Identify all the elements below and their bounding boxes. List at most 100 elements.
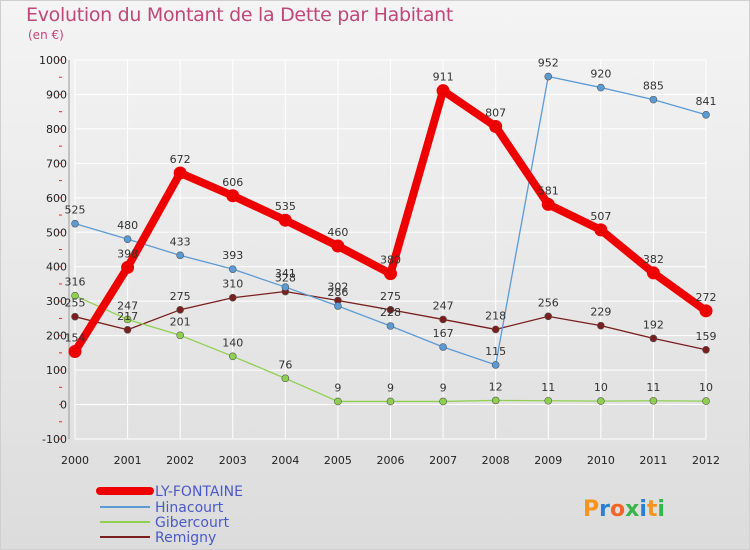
data-point-remigny xyxy=(176,305,184,314)
data-point-remigny xyxy=(439,315,447,324)
chart-subtitle: (en €) xyxy=(28,28,64,42)
data-point-ly-fontaine xyxy=(541,197,555,211)
data-point-gibercourt xyxy=(544,396,553,405)
legend-label-gibercourt: Gibercourt xyxy=(155,515,230,531)
data-point-remigny xyxy=(71,312,79,321)
data-point-ly-fontaine xyxy=(594,223,608,237)
data-point-gibercourt xyxy=(491,396,500,405)
data-label-gibercourt: 247 xyxy=(117,299,138,312)
y-tick-label: 800 xyxy=(46,123,67,136)
data-label-ly-fontaine: 272 xyxy=(696,291,717,304)
data-label-ly-fontaine: 606 xyxy=(222,176,243,189)
data-point-ly-fontaine xyxy=(68,344,82,358)
data-label-hinacourt: 920 xyxy=(590,68,611,81)
data-label-gibercourt: 11 xyxy=(646,381,660,394)
data-point-remigny xyxy=(123,325,132,334)
y-tick-label: 500 xyxy=(46,226,67,239)
data-point-remigny xyxy=(544,312,553,321)
y-tick-label: -100 xyxy=(42,433,67,446)
data-point-remigny xyxy=(597,321,605,330)
x-tick-label: 2000 xyxy=(61,454,89,467)
legend-label-remigny: Remigny xyxy=(155,530,216,546)
y-tick-label: 600 xyxy=(46,192,67,205)
data-label-remigny: 328 xyxy=(275,272,296,285)
data-label-ly-fontaine: 154 xyxy=(65,331,86,344)
data-point-hinacourt xyxy=(702,110,710,119)
y-tick-label: 1000 xyxy=(39,54,67,67)
x-tick-label: 2005 xyxy=(324,454,352,467)
x-tick-label: 2004 xyxy=(271,454,299,467)
data-label-remigny: 310 xyxy=(222,278,243,291)
x-tick-label: 2006 xyxy=(377,454,405,467)
data-point-gibercourt xyxy=(702,397,710,405)
data-point-gibercourt xyxy=(386,397,395,406)
data-point-ly-fontaine xyxy=(278,213,292,227)
y-tick-label: 0 xyxy=(60,399,67,412)
data-point-gibercourt xyxy=(123,315,132,324)
y-tick-label: 300 xyxy=(46,295,67,308)
data-point-remigny xyxy=(491,325,500,334)
data-label-gibercourt: 9 xyxy=(440,381,447,394)
data-label-hinacourt: 393 xyxy=(222,249,243,262)
data-label-remigny: 229 xyxy=(590,306,611,319)
data-label-gibercourt: 10 xyxy=(699,381,713,394)
y-tick-label: 700 xyxy=(46,157,67,170)
legend-item-ly-fontaine: LY-FONTAINE xyxy=(96,484,243,500)
data-label-hinacourt: 286 xyxy=(327,286,348,299)
data-point-remigny xyxy=(702,345,710,354)
data-point-hinacourt xyxy=(71,219,79,228)
data-point-ly-fontaine xyxy=(384,267,397,281)
data-point-ly-fontaine xyxy=(646,266,660,280)
x-tick-label: 2009 xyxy=(534,454,562,467)
data-label-remigny: 217 xyxy=(117,310,138,323)
x-tick-label: 2011 xyxy=(639,454,667,467)
data-point-hinacourt xyxy=(334,302,342,310)
y-tick-label: 100 xyxy=(46,364,67,377)
data-point-gibercourt xyxy=(228,352,237,361)
data-label-hinacourt: 167 xyxy=(433,327,454,340)
x-tick-label: 2002 xyxy=(166,454,194,467)
legend-item-gibercourt: Gibercourt xyxy=(100,515,230,531)
data-label-remigny: 256 xyxy=(538,296,559,309)
data-point-ly-fontaine xyxy=(489,119,503,133)
legend-label-hinacourt: Hinacourt xyxy=(155,500,224,516)
data-point-hinacourt xyxy=(439,343,447,351)
data-label-ly-fontaine: 460 xyxy=(327,226,348,239)
x-tick-label: 2007 xyxy=(429,454,457,467)
data-point-gibercourt xyxy=(176,331,184,340)
data-label-hinacourt: 480 xyxy=(117,219,138,232)
logo-text: Proxiti xyxy=(583,497,665,522)
data-label-hinacourt: 841 xyxy=(696,95,717,108)
data-point-remigny xyxy=(649,334,658,343)
proxiti-logo: Proxiti xyxy=(583,497,665,522)
data-label-remigny: 275 xyxy=(380,290,401,303)
data-label-hinacourt: 228 xyxy=(380,306,401,319)
data-point-hinacourt xyxy=(649,95,658,104)
legend-item-remigny: Remigny xyxy=(100,530,216,546)
data-point-gibercourt xyxy=(439,397,447,406)
data-point-gibercourt xyxy=(334,397,342,406)
data-point-ly-fontaine xyxy=(331,239,345,253)
data-point-hinacourt xyxy=(123,235,132,243)
data-point-gibercourt xyxy=(281,374,290,383)
data-label-gibercourt: 140 xyxy=(222,336,243,349)
data-label-gibercourt: 11 xyxy=(541,381,555,394)
legend-item-hinacourt: Hinacourt xyxy=(100,500,224,516)
x-tick-label: 2010 xyxy=(587,454,615,467)
data-point-gibercourt xyxy=(71,291,79,300)
axes: -100 0 100 200 300 400 500 600 700 800 900 1000 2000… xyxy=(39,54,720,467)
data-label-remigny: 247 xyxy=(433,299,454,312)
data-label-ly-fontaine: 672 xyxy=(170,153,191,166)
data-point-hinacourt xyxy=(228,265,237,273)
x-tick-label: 2008 xyxy=(482,454,510,467)
data-label-gibercourt: 12 xyxy=(489,380,503,393)
data-label-gibercourt: 9 xyxy=(387,381,394,394)
data-label-ly-fontaine: 807 xyxy=(485,106,506,119)
data-label-remigny: 302 xyxy=(327,280,348,293)
series-gibercourt xyxy=(71,291,710,406)
data-label-ly-fontaine: 911 xyxy=(433,71,454,84)
data-point-hinacourt xyxy=(176,251,184,260)
data-point-gibercourt xyxy=(649,396,658,405)
data-label-hinacourt: 525 xyxy=(65,204,86,217)
